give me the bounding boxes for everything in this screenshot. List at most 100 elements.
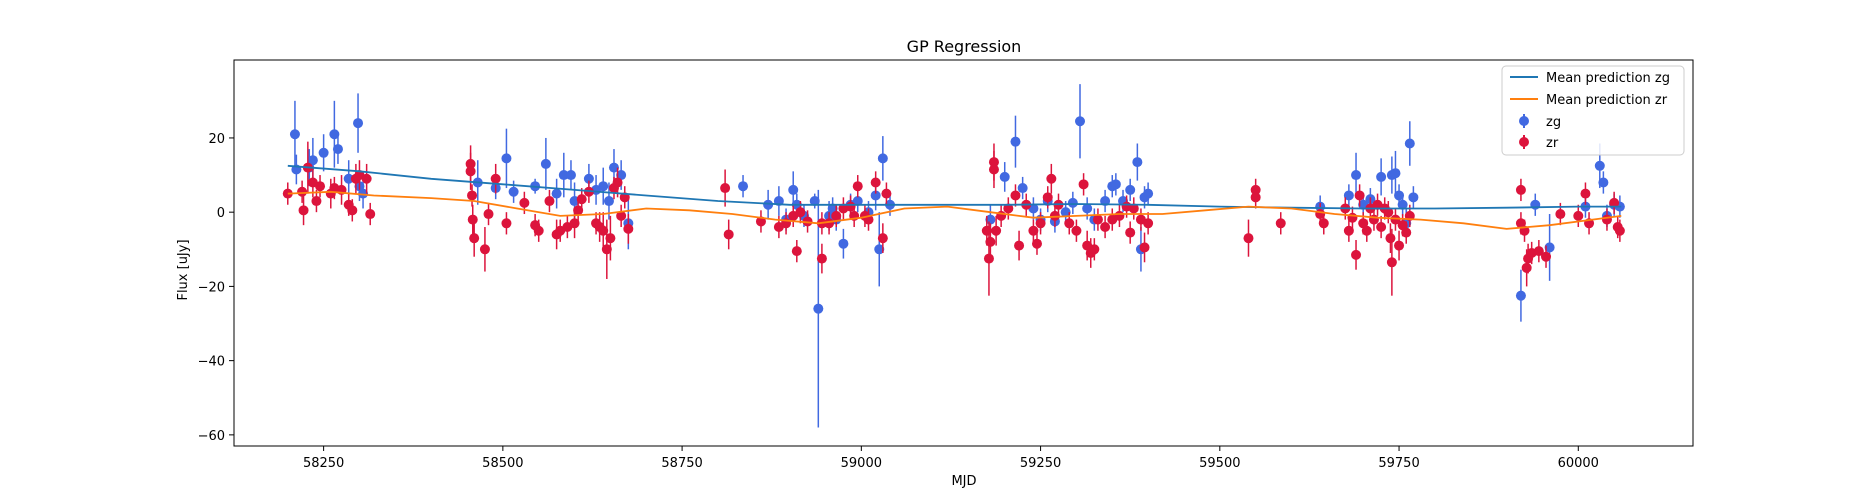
zr-point [1243, 233, 1254, 244]
zr-point [601, 244, 612, 255]
zg-point [358, 188, 369, 199]
zr-point [1347, 212, 1358, 223]
zr-point [1368, 214, 1379, 225]
zr-point [1078, 179, 1089, 190]
y-axis: −60 −40 −20 0 20 [198, 132, 234, 444]
zg-point [1598, 177, 1609, 188]
zr-point [467, 214, 478, 225]
legend-label-zr: zr [1546, 136, 1559, 151]
chart-title: GP Regression [907, 37, 1022, 56]
zr-point [720, 183, 731, 194]
zg-point [827, 203, 838, 214]
zg-point [1082, 203, 1093, 214]
x-tick-label: 59500 [1199, 456, 1240, 471]
zg-point [329, 129, 340, 140]
legend-label-zg: zg [1546, 115, 1561, 130]
zr-point [1049, 210, 1060, 221]
zg-point [852, 196, 863, 207]
zr-point [991, 225, 1002, 236]
zr-point [1064, 218, 1075, 229]
x-tick-label: 59750 [1378, 456, 1419, 471]
zr-point [1541, 251, 1552, 262]
zr-point [1250, 184, 1261, 195]
legend-label-pred-zg: Mean prediction zg [1546, 71, 1670, 86]
zr-point [479, 244, 490, 255]
zr-point [1609, 197, 1620, 208]
zg-point [307, 155, 318, 166]
zr-point [1100, 222, 1111, 233]
zr-point [1089, 244, 1100, 255]
x-tick-label: 58500 [482, 456, 523, 471]
zr-point [298, 205, 309, 216]
zr-point [1376, 222, 1387, 233]
zg-point [583, 173, 594, 184]
zr-point [1515, 184, 1526, 195]
legend-swatch-zg-marker [1519, 116, 1529, 126]
zr-point [1143, 218, 1154, 229]
zg-point [1376, 171, 1387, 182]
zr-point [981, 225, 992, 236]
zg-point [318, 147, 329, 158]
zr-point [816, 253, 827, 264]
zr-point [347, 205, 358, 216]
legend: Mean prediction zg Mean prediction zr zg… [1501, 65, 1685, 156]
zr-point [802, 216, 813, 227]
zr-point [1390, 214, 1401, 225]
zr-point [1385, 233, 1396, 244]
zr-point [870, 177, 881, 188]
zr-point [544, 196, 555, 207]
zr-point [1533, 246, 1544, 257]
y-tick-label: 0 [217, 206, 225, 221]
zg-point [877, 153, 888, 164]
zr-point [576, 194, 587, 205]
zr-point [988, 164, 999, 175]
zg-point [540, 158, 551, 169]
zr-point [623, 223, 634, 234]
zr-point [1614, 225, 1625, 236]
zg-point [809, 196, 820, 207]
zr-point [1580, 188, 1591, 199]
zg-point [985, 214, 996, 225]
zr-point [852, 181, 863, 192]
zg-point [332, 144, 343, 155]
zr-point [1139, 242, 1150, 253]
zg-point [813, 303, 824, 314]
y-tick-label: 20 [208, 132, 225, 147]
zg-point [1343, 190, 1354, 201]
mean-prediction-zr-line [287, 190, 1622, 230]
zr-point [465, 166, 476, 177]
zg-point [1017, 183, 1028, 194]
zr-point [723, 229, 734, 240]
y-tick-label: −20 [198, 280, 225, 295]
zr-point [877, 233, 888, 244]
zr-point [1128, 203, 1139, 214]
zg-point [565, 170, 576, 181]
zr-point [519, 197, 530, 208]
zr-point [1318, 218, 1329, 229]
zr-point [1343, 225, 1354, 236]
zr-point [612, 177, 623, 188]
zg-point [1075, 116, 1086, 127]
zr-point [1601, 214, 1612, 225]
zg-point [1125, 184, 1136, 195]
zr-point [1114, 210, 1125, 221]
zg-point [598, 181, 609, 192]
zr-point [1573, 210, 1584, 221]
zr-point [881, 188, 892, 199]
x-tick-label: 59250 [1020, 456, 1061, 471]
zg-point [738, 181, 749, 192]
zg-point [1143, 188, 1154, 199]
zr-point [501, 218, 512, 229]
zr-point [1351, 249, 1362, 260]
zg-point [1397, 199, 1408, 210]
zr-point [490, 173, 501, 184]
zg-point [1110, 179, 1121, 190]
zg-point [551, 188, 562, 199]
zr-point [361, 173, 372, 184]
zr-point [365, 209, 376, 220]
zr-point [1010, 190, 1021, 201]
x-axis-label: MJD [951, 474, 976, 489]
zg-point [1010, 136, 1021, 147]
zr-point [297, 186, 308, 197]
